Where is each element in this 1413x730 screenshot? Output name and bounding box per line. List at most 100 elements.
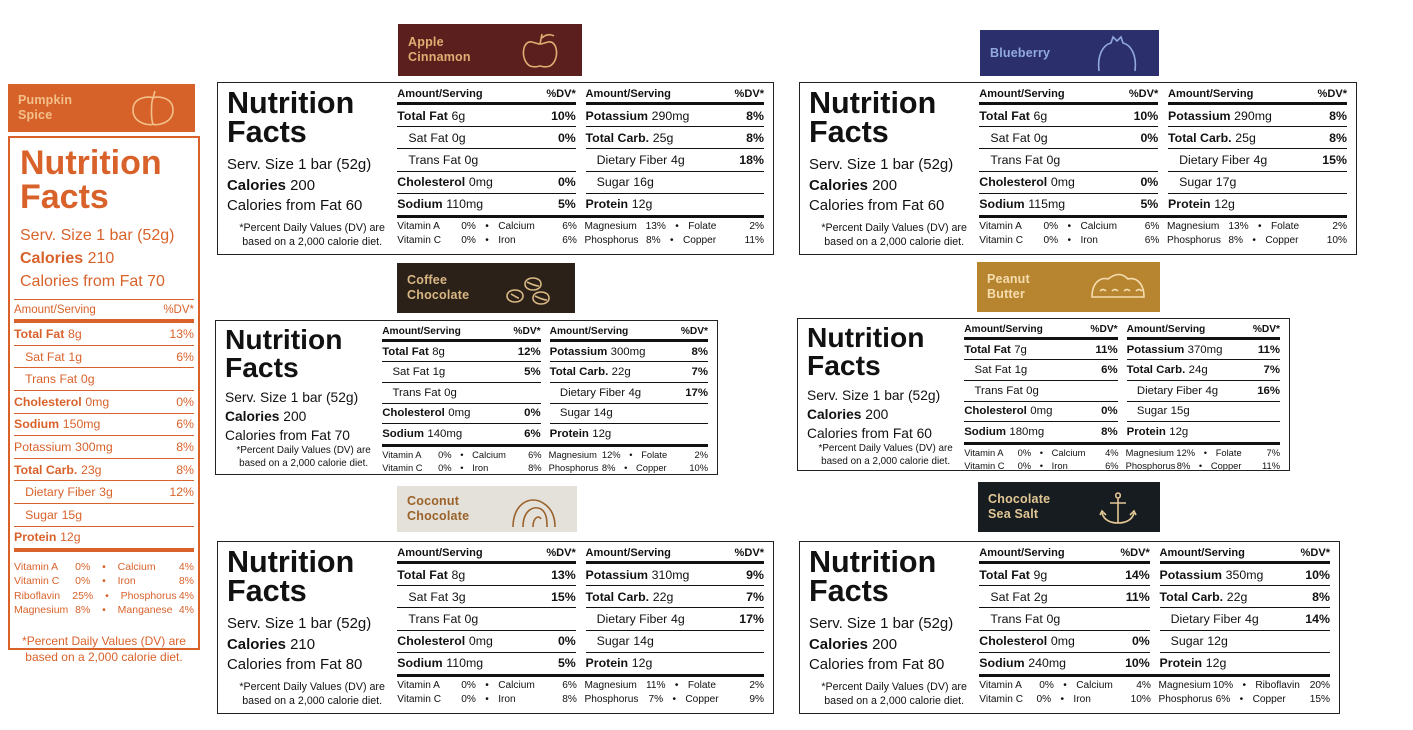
nutrient-name: Cholesterol <box>397 175 466 190</box>
nutrient-dv: 10% <box>1125 656 1150 671</box>
nutrient-name: Potassium <box>1126 343 1185 356</box>
nutrient-name: Total Fat <box>397 567 448 582</box>
vitamin-dv: 0% <box>438 449 452 460</box>
vitamin-name: Phosphorus <box>584 694 639 706</box>
vitamin-dv: 13% <box>1228 221 1249 233</box>
nutrient-amount: 12g <box>60 530 81 545</box>
calories-amount: 210 <box>87 249 115 267</box>
calories-name: Calories <box>807 406 862 422</box>
nutrient-amount: 16g <box>633 175 654 190</box>
nutrient-row: Dietary Fiber 3g 12% <box>14 480 194 503</box>
vitamin-name: Vitamin A <box>964 447 1004 458</box>
nutrient-row: Trans Fat 0g <box>14 367 194 390</box>
label-table: Amount/Serving %DV* Total Fat 8g 12% Sat Fat 1… <box>382 325 708 473</box>
nutrient-dv: 8% <box>691 345 708 358</box>
vitamin-dv: 0% <box>1017 447 1032 458</box>
header-amount: Amount/Serving <box>382 326 461 338</box>
header-amount: Amount/Serving <box>397 88 483 101</box>
vitamin-name: Calcium <box>1051 447 1086 458</box>
footnote: *Percent Daily Values (DV) are based on … <box>818 442 953 467</box>
nutrient-amount: 290mg <box>1234 108 1272 123</box>
nutrient-amount: 350mg <box>1225 567 1264 582</box>
vitamin-dv: 4% <box>1105 447 1119 458</box>
nutrient-column: Amount/Serving %DV* Potassium 370mg 11% Total… <box>1126 323 1280 442</box>
vitamin-name: Folate <box>641 449 668 460</box>
serving-size: Serv. Size 1 bar (52g) <box>225 389 359 405</box>
flavor-banner: Coffee Chocolate <box>397 263 575 313</box>
nutrient-row: Cholesterol 0mg 0% <box>14 390 194 413</box>
nutrient-row: Sat Fat 2g 11% <box>979 585 1150 607</box>
vitamins: Vitamin A 0% Calcium 6% Magnesium 11% Folate 2%… <box>397 679 764 707</box>
vitamin-name: Riboflavin <box>1255 680 1300 692</box>
nutrient-dv: 8% <box>1329 108 1348 123</box>
nutrient-amount: 12g <box>1169 425 1189 438</box>
vitamin-dv: 0% <box>1043 221 1059 233</box>
nutrient-dv: 16% <box>1257 384 1280 397</box>
nutrient-row: Sat Fat 0g 0% <box>979 126 1159 148</box>
nutrient-name: Trans Fat <box>408 152 461 167</box>
flavor-banner: Blueberry <box>980 30 1159 76</box>
serving-info: Serv. Size 1 bar (52g) Calories 200 Calori… <box>809 614 979 676</box>
header-dv: %DV* <box>513 326 541 338</box>
nutrient-name: Sat Fat <box>990 130 1031 145</box>
bullet <box>90 603 117 617</box>
header-amount: Amount/Serving <box>1126 324 1206 336</box>
nutrient-name: Dietary Fiber <box>1170 611 1242 626</box>
bullet <box>615 462 636 475</box>
nutrient-name: Potassium <box>585 108 648 123</box>
header-dv: %DV* <box>734 547 765 560</box>
vitamins: Vitamin A 0% Calcium 6% Magnesium 13% Folate 2%… <box>979 220 1347 248</box>
nutrient-row: Protein 12g <box>549 423 708 444</box>
nutrient-dv: 6% <box>524 427 541 440</box>
nutrient-row: Total Fat 9g 14% <box>979 564 1149 585</box>
nutrient-name: Protein <box>549 427 589 440</box>
vitamin-name: Calcium <box>117 561 156 574</box>
nutrient-dv: 8% <box>746 130 765 145</box>
nutrient-amount: 0g <box>444 386 457 399</box>
vitamin-group: Vitamin C 0% Iron 6% <box>979 234 1159 248</box>
bullet <box>476 679 498 693</box>
vitamin-name: Vitamin A <box>382 449 422 460</box>
vitamin-name: Magnesium <box>14 603 69 616</box>
vitamin-row: Vitamin C 0% Iron 8% Phosphorus 7% Copper 9% <box>397 693 764 707</box>
table-header: Amount/Serving %DV* <box>549 325 708 342</box>
vitamin-dv: 6% <box>1144 221 1160 233</box>
nutrient-amount: 3g <box>451 589 466 604</box>
nutrient-row: Sodium 110mg 5% <box>397 651 576 674</box>
bullet <box>452 462 473 475</box>
nutrient-row: Sodium 150mg 6% <box>14 412 194 436</box>
bullet <box>1233 679 1255 693</box>
nutrient-name: Protein <box>14 530 57 545</box>
nutrient-name: Dietary Fiber <box>1179 152 1250 167</box>
nutrient-name: Trans Fat <box>25 372 78 387</box>
nutrient-name: Dietary Fiber <box>596 611 668 626</box>
header-dv: %DV* <box>1300 547 1331 560</box>
vitamin-group: Vitamin A 0% Calcium 4% <box>979 679 1151 693</box>
label-table: Amount/Serving %DV* Total Fat 7g 11% Sat Fat 1… <box>964 323 1280 471</box>
vitamin-dv: 8% <box>528 462 542 473</box>
bullet <box>666 220 688 234</box>
nutrient-row: Sodium 180mg 8% <box>964 421 1118 442</box>
nutrient-row: Potassium 290mg 8% <box>1168 105 1347 126</box>
vitamin-group: Magnesium 8% Manganese 4% <box>14 603 194 617</box>
nutrient-amount: 1g <box>68 349 83 364</box>
footnote: *Percent Daily Values (DV) are based on … <box>239 681 385 708</box>
nutrient-dv: 7% <box>691 366 708 379</box>
nutrient-dv: 14% <box>1125 567 1150 582</box>
nutrient-columns: Amount/Serving %DV* Total Fat 6g 10% Sat Fat 0… <box>979 87 1348 219</box>
vitamin-dv: 10% <box>1212 680 1234 692</box>
nutrient-row: Potassium 310mg 9% <box>586 564 764 585</box>
nutrient-row: Sodium 115mg 5% <box>979 192 1159 215</box>
vitamin-name: Magnesium <box>1158 680 1211 692</box>
vitamin-dv: 0% <box>1017 460 1032 471</box>
nutrient-row: Sat Fat 1g 5% <box>382 361 541 382</box>
nutrient-name: Sodium <box>979 656 1025 671</box>
nutrient-dv: 15% <box>1322 152 1348 167</box>
vitamin-name: Magnesium <box>548 449 597 460</box>
nutrient-name: Sat Fat <box>408 589 449 604</box>
footnote: *Percent Daily Values (DV) are based on … <box>236 444 371 469</box>
nutrient-columns: Amount/Serving %DV* Total Fat 9g 14% Sat Fat 2… <box>979 546 1331 678</box>
vitamin-group: Vitamin A 0% Calcium 6% <box>397 679 577 693</box>
